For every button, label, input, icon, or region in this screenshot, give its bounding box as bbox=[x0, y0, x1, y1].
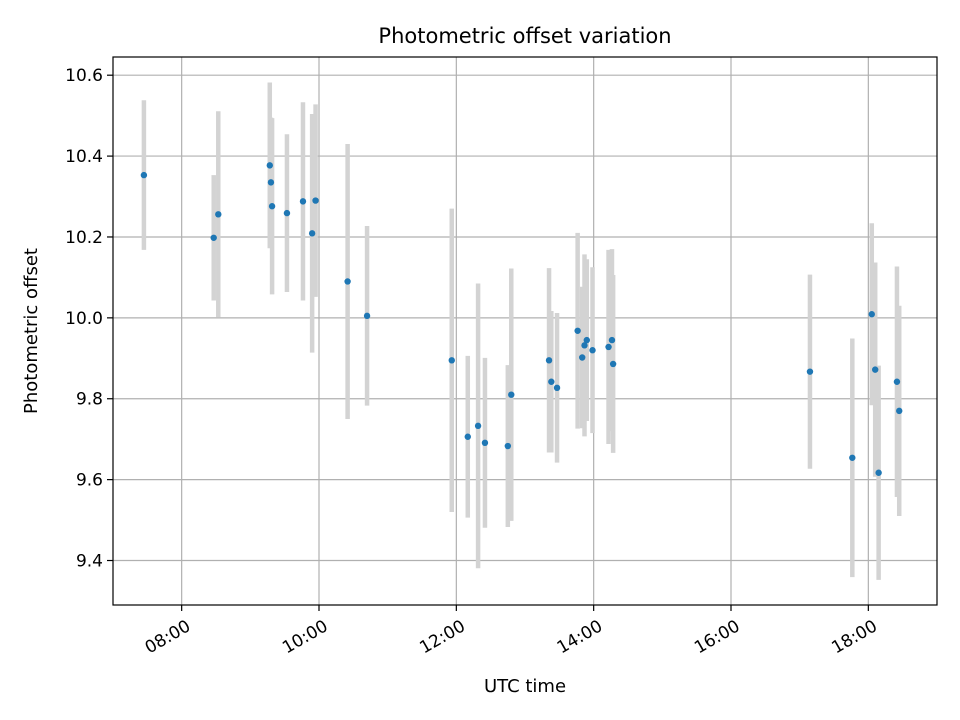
data-point bbox=[508, 391, 515, 398]
y-axis-ticks: 9.4 9.6 9.8 10.0 10.2 10.4 10.6 bbox=[65, 66, 113, 572]
data-point bbox=[605, 343, 612, 351]
data-point bbox=[548, 378, 555, 385]
data-point bbox=[312, 197, 319, 204]
y-tick-label: 10.4 bbox=[65, 147, 103, 167]
data-point bbox=[574, 327, 581, 334]
data-point bbox=[583, 336, 590, 344]
data-point bbox=[609, 360, 617, 368]
data-point bbox=[266, 162, 273, 169]
y-tick-label: 9.4 bbox=[76, 552, 103, 572]
grid bbox=[113, 57, 937, 605]
data-point bbox=[589, 347, 596, 354]
chart-title: Photometric offset variation bbox=[378, 24, 671, 48]
data-point bbox=[868, 311, 875, 318]
data-point bbox=[210, 234, 217, 241]
data-point bbox=[581, 342, 588, 349]
y-axis-title: Photometric offset bbox=[21, 248, 42, 414]
plot-frame bbox=[112, 56, 938, 606]
y-tick-label: 10.2 bbox=[65, 228, 103, 248]
data-point bbox=[363, 312, 371, 320]
data-point bbox=[267, 179, 275, 186]
data-point bbox=[553, 384, 561, 392]
x-axis-title: UTC time bbox=[484, 676, 566, 697]
data-point bbox=[481, 439, 489, 447]
data-point bbox=[849, 454, 856, 461]
data-point bbox=[806, 368, 814, 375]
data-point bbox=[608, 336, 616, 344]
data-point bbox=[474, 422, 482, 430]
data-point bbox=[268, 203, 276, 210]
y-tick-label: 10.0 bbox=[65, 309, 103, 329]
data-point bbox=[344, 278, 351, 285]
data-point bbox=[140, 171, 148, 179]
data-point bbox=[215, 211, 222, 218]
data-point bbox=[448, 357, 455, 364]
data-point bbox=[504, 442, 512, 450]
data-point bbox=[875, 469, 882, 476]
data-point bbox=[579, 354, 586, 361]
data-point bbox=[893, 378, 901, 385]
data-point bbox=[896, 407, 903, 415]
data-point bbox=[308, 230, 316, 237]
data-points bbox=[140, 162, 903, 476]
data-point bbox=[545, 357, 553, 364]
data-point bbox=[283, 209, 291, 217]
y-tick-label: 9.6 bbox=[76, 471, 103, 491]
y-tick-label: 9.8 bbox=[76, 390, 103, 410]
data-point bbox=[299, 198, 307, 205]
data-point bbox=[464, 433, 471, 440]
data-point bbox=[872, 366, 879, 373]
y-tick-label: 10.6 bbox=[65, 66, 103, 86]
